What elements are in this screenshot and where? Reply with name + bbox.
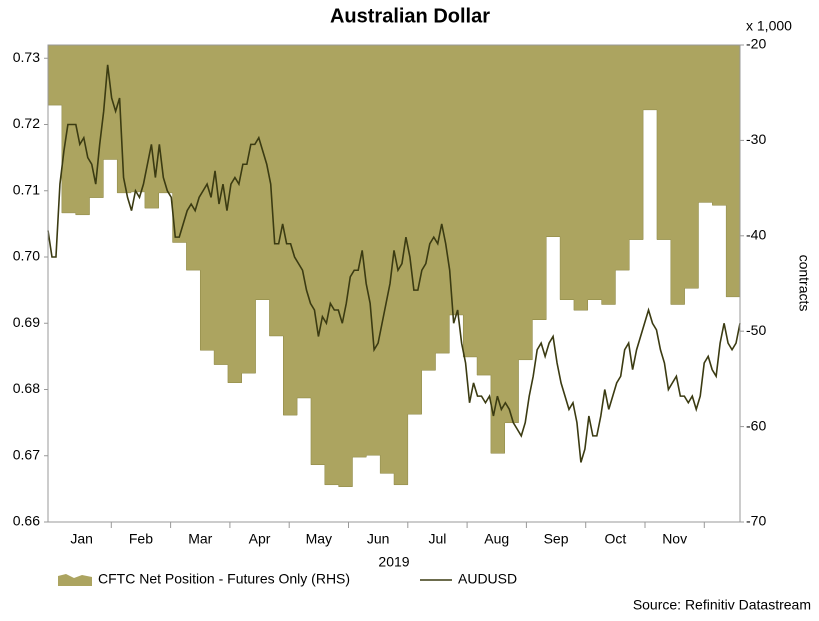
y-tick-label: 0.67 xyxy=(13,446,40,462)
area xyxy=(47,44,741,487)
x-tick-label: Jan xyxy=(70,531,93,547)
legend-swatch xyxy=(58,574,92,586)
y2-tick-label: -30 xyxy=(746,131,766,147)
x-tick-label: Aug xyxy=(484,531,509,547)
x-tick-label: Nov xyxy=(662,531,687,547)
y-tick-label: 0.73 xyxy=(13,49,40,65)
chart-title: Australian Dollar xyxy=(330,5,490,27)
x-tick-label: May xyxy=(306,531,332,547)
y2-tick-label: -70 xyxy=(746,513,766,529)
y-tick-label: 0.71 xyxy=(13,181,40,197)
x-tick-label: Jun xyxy=(367,531,390,547)
legend-label: AUDUSD xyxy=(458,571,517,587)
y2-tick-label: -20 xyxy=(746,36,766,52)
x-axis-label: 2019 xyxy=(378,554,409,570)
x-tick-label: Sep xyxy=(544,531,569,547)
x-tick-label: Apr xyxy=(249,531,271,547)
x-tick-label: Oct xyxy=(604,531,626,547)
x-tick-label: Jul xyxy=(428,531,446,547)
x-tick-label: Mar xyxy=(188,531,212,547)
y2-tick-label: -40 xyxy=(746,227,766,243)
plot-frame xyxy=(47,44,741,523)
y2-axis-label: contracts xyxy=(796,255,812,312)
legend-label: CFTC Net Position - Futures Only (RHS) xyxy=(98,571,350,587)
y-tick-label: 0.70 xyxy=(13,248,40,264)
source: Source: Refinitiv Datastream xyxy=(633,597,811,613)
y2-tick-label: -60 xyxy=(746,417,766,433)
y-tick-label: 0.72 xyxy=(13,115,40,131)
x-tick-label: Feb xyxy=(129,531,153,547)
y-tick-label: 0.66 xyxy=(13,513,40,529)
y2-tick-label: -50 xyxy=(746,322,766,338)
line xyxy=(47,64,741,463)
y-tick-label: 0.69 xyxy=(13,314,40,330)
y2-unit: x 1,000 xyxy=(746,18,792,34)
y-tick-label: 0.68 xyxy=(13,380,40,396)
